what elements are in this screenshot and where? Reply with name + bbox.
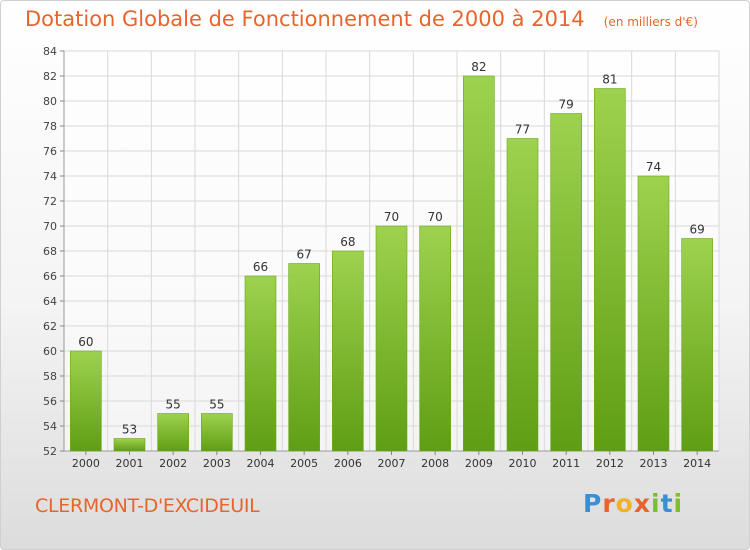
- title-row: Dotation Globale de Fonctionnement de 20…: [25, 7, 698, 31]
- value-label-2003: 55: [209, 398, 224, 412]
- value-label-2014: 69: [690, 223, 705, 237]
- bar-2001: [113, 438, 146, 452]
- value-label-2011: 79: [559, 98, 574, 112]
- chart-title: Dotation Globale de Fonctionnement de 20…: [25, 7, 585, 31]
- value-label-2008: 70: [428, 210, 443, 224]
- y-tick-label: 80: [43, 95, 57, 108]
- x-tick-label-2002: 2002: [159, 457, 187, 470]
- value-label-2010: 77: [515, 123, 530, 137]
- bar-2002: [157, 413, 189, 452]
- x-tick-label-2005: 2005: [290, 457, 318, 470]
- x-tick-label-2014: 2014: [683, 457, 711, 470]
- proxiti-logo[interactable]: Proxiti: [583, 489, 684, 518]
- y-tick-label: 64: [43, 295, 57, 308]
- value-label-2009: 82: [471, 60, 486, 74]
- y-tick-label: 82: [43, 70, 57, 83]
- x-tick-label-2007: 2007: [378, 457, 406, 470]
- x-tick-label-2008: 2008: [421, 457, 449, 470]
- bar-2014: [681, 238, 713, 452]
- value-label-2005: 67: [297, 248, 312, 262]
- value-label-2006: 68: [340, 235, 355, 249]
- bar-2004: [244, 275, 277, 452]
- value-label-2013: 74: [646, 160, 661, 174]
- x-tick-label-2003: 2003: [203, 457, 231, 470]
- bar-2013: [637, 175, 670, 452]
- value-label-2004: 66: [253, 260, 268, 274]
- bar-2011: [550, 113, 582, 452]
- y-tick-label: 56: [43, 395, 57, 408]
- x-tick-label-2004: 2004: [247, 457, 275, 470]
- bar-layer: [70, 75, 713, 452]
- x-tick-label-2000: 2000: [72, 457, 100, 470]
- bar-2003: [201, 413, 233, 452]
- y-tick-label: 54: [43, 420, 57, 433]
- x-tick-label-2011: 2011: [552, 457, 580, 470]
- x-tick-label-2006: 2006: [334, 457, 362, 470]
- y-tick-label: 60: [43, 345, 57, 358]
- x-tick-label-2009: 2009: [465, 457, 493, 470]
- bar-2007: [375, 225, 408, 452]
- bar-2009: [463, 75, 495, 452]
- value-label-2007: 70: [384, 210, 399, 224]
- y-tick-label: 70: [43, 220, 57, 233]
- y-tick-label: 68: [43, 245, 57, 258]
- y-tick-label: 66: [43, 270, 57, 283]
- bar-2012: [594, 88, 626, 452]
- y-tick-label: 76: [43, 145, 57, 158]
- x-tick-label-2001: 2001: [116, 457, 144, 470]
- x-tick-label-2013: 2013: [640, 457, 668, 470]
- commune-name: CLERMONT-D'EXCIDEUIL: [35, 495, 260, 517]
- bar-2008: [419, 225, 451, 452]
- bar-2006: [332, 250, 364, 452]
- x-tick-label-2010: 2010: [509, 457, 537, 470]
- value-label-2012: 81: [602, 73, 617, 87]
- y-tick-label: 84: [43, 45, 57, 58]
- y-tick-label: 58: [43, 370, 57, 383]
- bar-2005: [288, 263, 320, 452]
- chart-unit: (en milliers d'€): [603, 15, 698, 29]
- value-label-2001: 53: [122, 423, 137, 437]
- value-label-2002: 55: [166, 398, 181, 412]
- y-tick-label: 62: [43, 320, 57, 333]
- y-tick-label: 74: [43, 170, 57, 183]
- value-label-2000: 60: [78, 335, 93, 349]
- y-tick-label: 78: [43, 120, 57, 133]
- y-tick-label: 52: [43, 445, 57, 458]
- bar-2000: [70, 350, 102, 452]
- y-tick-label: 72: [43, 195, 57, 208]
- x-tick-label-2012: 2012: [596, 457, 624, 470]
- label-layer: 60 53 55 55 66 67 68 70 70 82 77 79 81 74 69: [78, 60, 705, 437]
- bar-2010: [506, 138, 539, 452]
